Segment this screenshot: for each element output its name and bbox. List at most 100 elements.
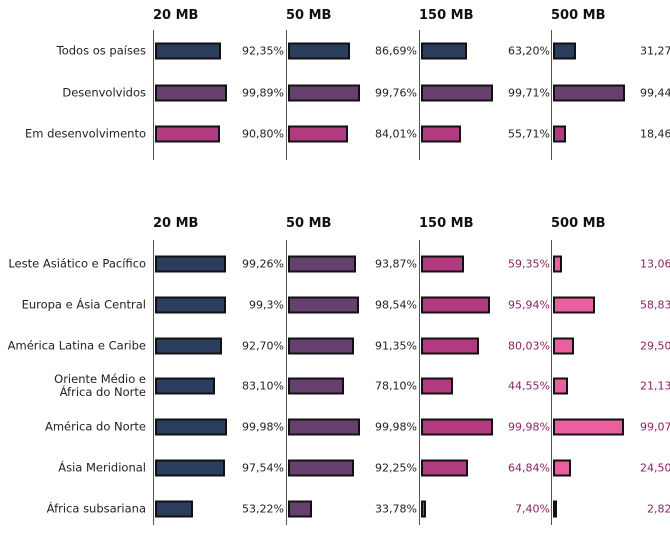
- bar: [288, 500, 313, 518]
- value-label: 59,35%: [508, 257, 550, 271]
- category-label: Leste Asiático e Pacífico: [8, 256, 146, 271]
- category-label: América Latina e Caribe: [7, 338, 146, 353]
- value-label: 63,20%: [508, 44, 550, 58]
- bar: [421, 84, 493, 101]
- bar: [421, 459, 468, 477]
- value-label: 92,35%: [242, 44, 284, 58]
- bar: [553, 296, 596, 314]
- category-label: África subsariana: [46, 501, 146, 516]
- value-label: 7,40%: [515, 502, 550, 516]
- value-label: 99,44%: [640, 86, 670, 99]
- axis-line: [286, 30, 287, 160]
- value-label: 92,70%: [242, 339, 284, 353]
- value-label: 99,71%: [508, 86, 550, 99]
- bar: [155, 125, 221, 143]
- value-label: 64,84%: [508, 461, 550, 475]
- value-label: 93,87%: [375, 257, 417, 271]
- axis-line: [551, 240, 552, 525]
- value-label: 95,94%: [508, 298, 550, 312]
- value-label: 99,98%: [508, 420, 550, 434]
- value-label: 33,78%: [375, 502, 417, 516]
- panel-title: 50 MB: [286, 8, 332, 23]
- bar: [155, 418, 227, 436]
- value-label: 55,71%: [508, 127, 550, 141]
- value-label: 13,06%: [640, 257, 670, 271]
- panel-title: 150 MB: [419, 216, 474, 231]
- axis-line: [551, 30, 552, 160]
- bar: [288, 459, 355, 477]
- bar: [553, 377, 569, 395]
- bar: [155, 337, 222, 355]
- value-label: 99,26%: [242, 257, 284, 271]
- bar: [553, 500, 557, 518]
- bar: [553, 337, 575, 355]
- bar: [421, 377, 454, 395]
- bar: [155, 459, 226, 477]
- value-label: 31,27%: [640, 44, 670, 58]
- bar: [421, 418, 493, 436]
- value-label: 29,50%: [640, 339, 670, 353]
- value-label: 84,01%: [375, 127, 417, 141]
- value-label: 21,13%: [640, 379, 670, 393]
- panel-title: 20 MB: [153, 216, 199, 231]
- value-label: 53,22%: [242, 502, 284, 516]
- bar: [421, 337, 479, 355]
- value-label: 99,3%: [249, 298, 284, 312]
- bar: [155, 84, 227, 101]
- value-label: 18,46%: [640, 127, 670, 141]
- value-label: 24,50%: [640, 461, 670, 475]
- value-label: 78,10%: [375, 379, 417, 393]
- category-label: Desenvolvidos: [62, 85, 146, 99]
- category-label: Europa e Ásia Central: [21, 297, 146, 312]
- category-label: América do Norte: [44, 419, 146, 434]
- value-label: 86,69%: [375, 44, 417, 58]
- value-label: 98,54%: [375, 298, 417, 312]
- bar: [288, 255, 356, 273]
- bar: [288, 337, 354, 355]
- value-label: 90,80%: [242, 127, 284, 141]
- panel-title: 150 MB: [419, 8, 474, 23]
- axis-line: [153, 240, 154, 525]
- category-label: Oriente Médio e África do Norte: [54, 372, 146, 400]
- bar: [155, 500, 194, 518]
- value-label: 80,03%: [508, 339, 550, 353]
- value-label: 99,76%: [375, 86, 417, 99]
- bar: [553, 42, 576, 60]
- value-label: 92,25%: [375, 461, 417, 475]
- value-label: 97,54%: [242, 461, 284, 475]
- category-label: Todos os países: [56, 43, 146, 58]
- value-label: 99,07%: [640, 420, 670, 434]
- bar: [155, 296, 227, 314]
- panel-title: 500 MB: [551, 216, 606, 231]
- bar: [553, 84, 625, 101]
- bar: [553, 459, 571, 477]
- bar: [553, 418, 625, 436]
- bar: [421, 42, 467, 60]
- bar: [288, 125, 349, 143]
- value-label: 2,82%: [647, 502, 670, 516]
- value-label: 91,35%: [375, 339, 417, 353]
- axis-line: [286, 240, 287, 525]
- axis-line: [419, 30, 420, 160]
- bar: [288, 377, 345, 395]
- bar: [155, 255, 227, 273]
- bar: [421, 125, 462, 143]
- value-label: 99,98%: [242, 420, 284, 434]
- bar: [421, 296, 491, 314]
- bar: [553, 255, 563, 273]
- bar: [288, 296, 359, 314]
- bar: [421, 255, 464, 273]
- value-label: 99,89%: [242, 86, 284, 99]
- panel-title: 500 MB: [551, 8, 606, 23]
- bar: [421, 500, 427, 518]
- value-label: 99,98%: [375, 420, 417, 434]
- bar: [553, 125, 567, 143]
- bar: [288, 42, 351, 60]
- bar: [288, 84, 360, 101]
- category-label: Ásia Meridional: [58, 460, 146, 475]
- category-label: Em desenvolvimento: [24, 126, 146, 141]
- value-label: 83,10%: [242, 379, 284, 393]
- panel-title: 20 MB: [153, 8, 199, 23]
- value-label: 58,83%: [640, 298, 670, 312]
